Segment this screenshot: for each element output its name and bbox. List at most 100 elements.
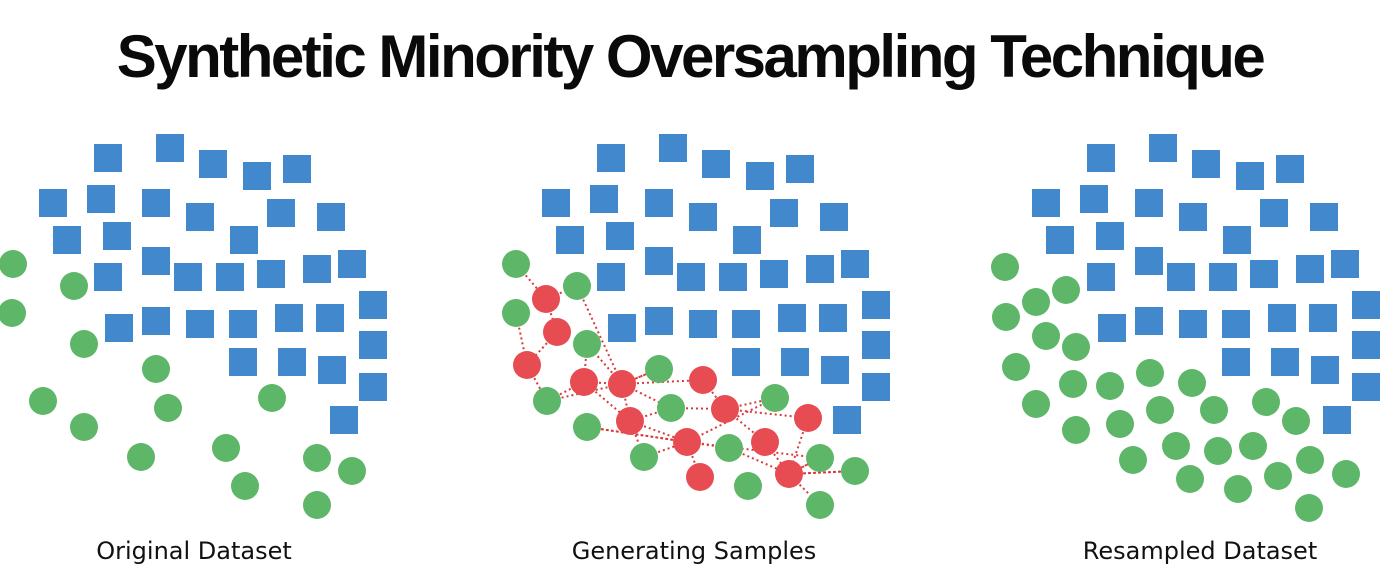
original-minority-circle-3: [0, 299, 26, 327]
resampled-majority-square-34: [1323, 406, 1351, 434]
resampled-majority-square-5: [1276, 155, 1304, 183]
generating-majority-square-1: [597, 144, 625, 172]
original-majority-square-19: [257, 260, 285, 288]
generating-minority-circle-14: [734, 472, 762, 500]
generating-majority-square-24: [689, 310, 717, 338]
original-majority-square-3: [199, 150, 227, 178]
resampled-majority-square-25: [1222, 310, 1250, 338]
resampled-minority-circle-14: [1146, 396, 1174, 424]
resampled-majority-square-26: [1268, 304, 1296, 332]
resampled-majority-square-19: [1250, 260, 1278, 288]
resampled-majority-square-13: [1096, 222, 1124, 250]
original-majority-square-9: [186, 203, 214, 231]
generating-majority-square-20: [806, 255, 834, 283]
generating-majority-square-3: [702, 150, 730, 178]
label-generating-samples: Generating Samples: [571, 537, 817, 565]
generating-majority-square-15: [597, 263, 625, 291]
resampled-majority-square-22: [1098, 314, 1126, 342]
generating-majority-square-8: [645, 189, 673, 217]
generating-points: [502, 134, 890, 519]
resampled-majority-square-20: [1296, 255, 1324, 283]
interpolation-link-14-1: [586, 426, 688, 443]
original-majority-square-20: [303, 255, 331, 283]
resampled-minority-circle-15: [1200, 396, 1228, 424]
original-majority-square-31: [278, 348, 306, 376]
original-majority-square-12: [53, 226, 81, 254]
generating-majority-square-26: [778, 304, 806, 332]
original-majority-square-7: [87, 185, 115, 213]
original-majority-square-29: [359, 331, 387, 359]
original-minority-circle-10: [127, 443, 155, 471]
resampled-majority-square-9: [1179, 203, 1207, 231]
generating-majority-square-25: [732, 310, 760, 338]
generating-majority-square-17: [677, 263, 705, 291]
generating-majority-square-34: [833, 406, 861, 434]
generating-minority-circle-8: [761, 384, 789, 412]
resampled-minority-circle-13: [1106, 410, 1134, 438]
resampled-minority-circle-3: [1052, 276, 1080, 304]
synthetic-sample-circle-13: [775, 460, 803, 488]
original-minority-circle-12: [303, 444, 331, 472]
interpolation-link-13-1: [686, 397, 776, 443]
resampled-minority-circle-10: [1136, 359, 1164, 387]
generating-majority-square-16: [645, 247, 673, 275]
resampled-majority-square-2: [1149, 134, 1177, 162]
generating-majority-square-29: [862, 331, 890, 359]
original-minority-circle-1: [0, 250, 27, 278]
resampled-majority-square-29: [1352, 331, 1380, 359]
generating-minority-circle-7: [657, 394, 685, 422]
original-majority-square-27: [316, 304, 344, 332]
generating-majority-square-13: [606, 222, 634, 250]
synthetic-link-8: [724, 408, 766, 443]
resampled-minority-circle-8: [1059, 370, 1087, 398]
original-majority-square-17: [174, 263, 202, 291]
generating-majority-square-12: [556, 226, 584, 254]
synthetic-sample-circle-5: [608, 370, 636, 398]
resampled-minority-circle-1: [991, 253, 1019, 281]
panel-resampled-dataset: [991, 134, 1380, 522]
resampled-majority-square-32: [1311, 356, 1339, 384]
resampled-minority-circle-18: [1162, 432, 1190, 460]
original-majority-square-26: [275, 304, 303, 332]
interpolation-link-12-2: [724, 397, 776, 410]
interpolation-link-11-1: [515, 312, 528, 366]
resampled-majority-square-11: [1310, 203, 1338, 231]
resampled-majority-square-18: [1209, 263, 1237, 291]
generating-majority-square-6: [542, 189, 570, 217]
resampled-majority-square-12: [1046, 226, 1074, 254]
resampled-majority-square-10: [1260, 199, 1288, 227]
generating-minority-circle-6: [533, 387, 561, 415]
resampled-minority-circle-20: [1239, 432, 1267, 460]
generating-majority-square-18: [719, 263, 747, 291]
generating-majority-square-28: [862, 291, 890, 319]
generating-minority-circle-12: [806, 444, 834, 472]
resampled-minority-circle-7: [1002, 353, 1030, 381]
generating-majority-square-7: [590, 185, 618, 213]
resampled-minority-circle-16: [1252, 388, 1280, 416]
resampled-majority-square-23: [1135, 307, 1163, 335]
resampled-minority-circle-5: [1032, 322, 1060, 350]
resampled-majority-square-1: [1087, 144, 1115, 172]
generating-minority-circle-9: [573, 413, 601, 441]
original-minority-circle-13: [338, 457, 366, 485]
resampled-minority-circle-23: [1176, 465, 1204, 493]
generating-majority-square-11: [820, 203, 848, 231]
resampled-minority-circle-4: [992, 303, 1020, 331]
resampled-majority-square-27: [1309, 304, 1337, 332]
original-majority-square-2: [156, 134, 184, 162]
generating-majority-square-22: [608, 314, 636, 342]
original-minority-circle-5: [142, 355, 170, 383]
resampled-minority-circle-27: [1332, 460, 1360, 488]
resampled-minority-circle-9: [1096, 372, 1124, 400]
resampled-majority-square-14: [1223, 226, 1251, 254]
original-majority-square-15: [94, 263, 122, 291]
generating-majority-square-23: [645, 307, 673, 335]
generating-majority-square-4: [746, 162, 774, 190]
generating-majority-square-19: [760, 260, 788, 288]
original-majority-square-22: [105, 314, 133, 342]
original-majority-square-16: [142, 247, 170, 275]
interpolation-link-3-2: [586, 343, 623, 385]
synthetic-sample-circle-11: [751, 428, 779, 456]
resampled-majority-square-33: [1352, 373, 1380, 401]
